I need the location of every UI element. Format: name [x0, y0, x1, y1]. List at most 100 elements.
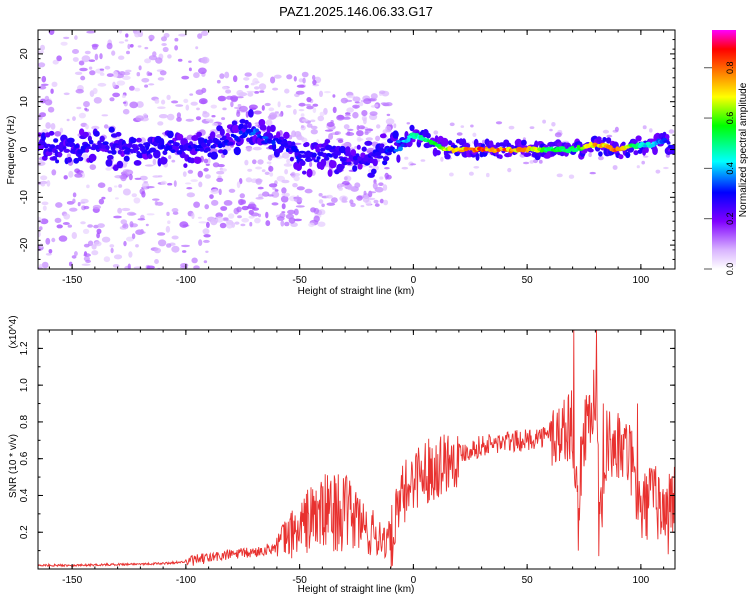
heatmap-ridge-core: [227, 142, 234, 146]
heatmap-noise-cell: [40, 45, 45, 51]
heatmap-noise-cell: [342, 197, 347, 203]
heatmap-noise-cell: [90, 164, 97, 170]
heatmap-noise-cell: [286, 159, 290, 164]
heatmap-noise-cell: [105, 66, 111, 70]
heatmap-noise-cell: [112, 82, 116, 88]
heatmap-noise-cell: [153, 159, 157, 165]
heatmap-ridge-cell: [371, 169, 377, 175]
x-tick-label: -50: [292, 275, 307, 286]
heatmap-ridge-core: [75, 144, 80, 148]
heatmap-noise-cell: [358, 125, 365, 129]
y-tick-label: 0.8: [19, 415, 30, 429]
heatmap-noise-cell: [113, 264, 120, 268]
heatmap-ridge-cell: [364, 141, 372, 146]
heatmap-ridge-cell: [373, 159, 378, 167]
heatmap-noise-cell: [125, 39, 129, 41]
heatmap-ridge-cell: [521, 140, 527, 146]
heatmap-noise-cell: [179, 221, 188, 228]
heatmap-noise-cell: [308, 223, 314, 228]
heatmap-noise-cell: [254, 111, 262, 115]
heatmap-noise-cell: [157, 232, 165, 235]
colorbar-tick-label: 0.0: [725, 263, 735, 276]
heatmap-noise-cell: [373, 182, 378, 189]
heatmap-noise-cell: [310, 207, 316, 212]
heatmap-noise-cell: [47, 180, 51, 187]
heatmap-noise-cell: [301, 125, 306, 130]
heatmap-noise-cell: [336, 131, 341, 134]
heatmap-noise-cell: [40, 175, 47, 180]
heatmap-ridge-cell: [183, 163, 187, 168]
heatmap-noise-cell: [549, 129, 553, 132]
heatmap-ridge-core: [149, 148, 156, 153]
heatmap-noise-cell: [366, 137, 373, 140]
heatmap-noise-cell: [128, 251, 132, 257]
heatmap-noise-cell: [175, 104, 183, 107]
heatmap-ridge-cell: [598, 151, 603, 156]
heatmap-noise-cell: [101, 114, 108, 116]
heatmap-noise-cell: [319, 199, 324, 204]
heatmap-noise-cell: [76, 107, 81, 109]
heatmap-noise-cell: [172, 208, 179, 212]
heatmap-noise-cell: [361, 205, 365, 207]
x-tick-label: -150: [62, 575, 82, 586]
heatmap-noise-cell: [347, 129, 354, 131]
heatmap-noise-cell: [111, 50, 115, 55]
heatmap-noise-cell: [281, 180, 289, 184]
heatmap-noise-cell: [61, 42, 68, 46]
heatmap-noise-cell: [84, 253, 91, 257]
heatmap-noise-cell: [203, 228, 210, 234]
heatmap-noise-cell: [523, 162, 529, 165]
heatmap-noise-cell: [249, 105, 258, 110]
heatmap-noise-cell: [259, 90, 264, 93]
heatmap-noise-cell: [84, 206, 90, 209]
heatmap-noise-cell: [384, 167, 390, 169]
heatmap-noise-cell: [123, 109, 130, 115]
heatmap-noise-cell: [123, 189, 131, 196]
heatmap-noise-cell: [291, 172, 296, 178]
heatmap-noise-cell: [73, 192, 77, 197]
heatmap-noise-cell: [284, 163, 292, 166]
heatmap-ridge-core: [355, 153, 359, 157]
colorbar-tick-label: 0.6: [725, 112, 735, 125]
heatmap-noise-cell: [286, 214, 294, 219]
heatmap-noise-cell: [557, 174, 563, 178]
heatmap-noise-cell: [210, 189, 219, 194]
heatmap-noise-cell: [237, 215, 242, 218]
heatmap-noise-cell: [268, 166, 273, 172]
heatmap-noise-cell: [309, 162, 312, 167]
heatmap-noise-cell: [294, 76, 297, 82]
spectrogram-y-label: Frequency (Hz): [6, 116, 17, 185]
heatmap-noise-cell: [40, 181, 45, 186]
heatmap-ridge-cell: [392, 130, 398, 138]
heatmap-noise-cell: [166, 226, 170, 233]
heatmap-noise-cell: [107, 43, 113, 50]
heatmap-ridge-layer: [34, 109, 677, 178]
heatmap-noise-cell: [158, 239, 166, 246]
heatmap-noise-cell: [222, 86, 228, 90]
heatmap-noise-cell: [643, 125, 647, 129]
heatmap-noise-cell: [385, 126, 391, 132]
heatmap-noise-cell: [93, 88, 98, 94]
heatmap-ridge-cell: [622, 142, 626, 146]
heatmap-noise-cell: [539, 160, 543, 164]
heatmap-noise-cell: [496, 121, 502, 124]
heatmap-noise-cell: [331, 197, 338, 203]
heatmap-noise-cell: [241, 218, 249, 223]
heatmap-ridge-cell: [270, 125, 276, 132]
heatmap-noise-cell: [51, 123, 56, 130]
heatmap-noise-cell: [270, 77, 275, 84]
heatmap-noise-cell: [185, 182, 191, 184]
heatmap-ridge-core: [401, 144, 405, 147]
heatmap-ridge-cell: [290, 157, 294, 162]
heatmap-ridge-cell: [243, 124, 248, 129]
heatmap-noise-cell: [182, 250, 186, 253]
heatmap-noise-cell: [54, 131, 61, 137]
heatmap-noise-cell: [272, 202, 279, 205]
heatmap-noise-cell: [83, 229, 89, 234]
heatmap-noise-cell: [219, 73, 224, 79]
heatmap-noise-cell: [218, 96, 227, 102]
y-tick-label: 0.4: [19, 488, 30, 502]
heatmap-ridge-core: [106, 146, 110, 150]
heatmap-noise-cell: [643, 156, 649, 158]
